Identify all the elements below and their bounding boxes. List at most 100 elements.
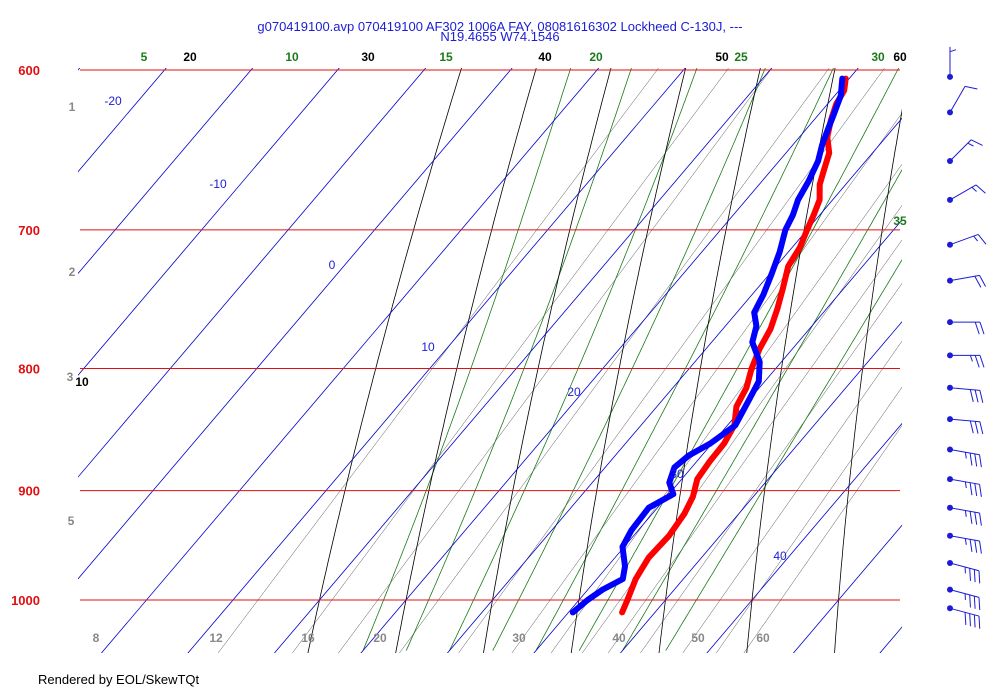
wind-barb-feather	[964, 612, 967, 625]
pressure-tick-label: 600	[18, 63, 40, 78]
wind-barb-feather	[969, 482, 973, 496]
moist-adiabat-label: 35	[893, 214, 907, 228]
moist-adiabat-label: 5	[141, 50, 148, 64]
isotherm-line	[619, 321, 902, 653]
mixing-ratio-lines	[217, 68, 902, 653]
chart-subtitle: N19.4655 W74.1546	[440, 29, 559, 44]
wind-barb-half-feather	[973, 235, 979, 242]
wind-barb	[947, 184, 986, 203]
wind-barb-feather	[970, 139, 983, 146]
mixing-ratio-line	[511, 112, 902, 653]
dry-adiabat-line	[307, 68, 462, 653]
wind-barb	[947, 446, 982, 468]
wind-barb-feather	[978, 616, 981, 629]
moist-adiabat-label: 30	[871, 50, 885, 64]
isotherm-line	[706, 422, 902, 653]
mixing-ratio-line	[607, 239, 902, 653]
temperature-trace	[619, 75, 849, 616]
isotherm-line	[78, 68, 340, 376]
dewpoint-trace	[569, 75, 846, 616]
wind-barb-feather	[973, 614, 976, 628]
isotherm-line	[100, 68, 600, 653]
wind-barbs	[947, 46, 987, 629]
wind-barb-staff	[949, 562, 980, 572]
isotherm-line	[792, 524, 902, 653]
isotherm-line	[78, 68, 513, 580]
isotherm-label: -10	[209, 177, 227, 191]
moist-adiabats	[362, 68, 902, 651]
wind-barb-feather	[964, 85, 978, 90]
mixing-ratio-label: 12	[209, 631, 223, 645]
mixing-ratio-label: 16	[301, 631, 315, 645]
isotherm-line	[446, 117, 902, 653]
wind-barb-staff	[949, 589, 980, 598]
altitude-label: 1	[69, 100, 76, 114]
mixing-ratio-label: 40	[612, 631, 626, 645]
wind-barb-half-feather	[964, 538, 967, 545]
dry-adiabat-line	[570, 68, 687, 653]
wind-barb-staff	[949, 607, 980, 617]
dry-adiabats	[307, 68, 902, 653]
wind-barb-staff	[949, 139, 972, 162]
wind-barb-feather	[974, 389, 979, 403]
wind-barb-feather	[974, 321, 980, 335]
wind-barb-half-feather	[967, 142, 974, 147]
mixing-ratio-line	[682, 340, 902, 653]
mixing-ratio-line	[217, 68, 659, 653]
isotherms	[0, 40, 902, 660]
moist-adiabat-label: 25	[734, 50, 748, 64]
wind-barb-half-feather	[971, 186, 977, 192]
mixing-ratio-line	[292, 68, 729, 653]
wind-barb	[947, 85, 978, 116]
wind-barb-staff	[949, 184, 977, 201]
wind-barb-half-feather	[964, 481, 967, 489]
isotherm-line	[879, 626, 902, 653]
mixing-ratio-line	[715, 386, 902, 653]
isotherm-line	[0, 40, 17, 660]
wind-barb-feather	[979, 512, 982, 526]
wind-barb	[947, 139, 983, 164]
chart-title: g070419100.avp 070419100 AF302 1006A FAY…	[257, 19, 742, 34]
mixing-ratio-label: 60	[756, 631, 770, 645]
wind-barb-feather	[969, 539, 973, 552]
wind-barb	[947, 476, 982, 497]
wind-barb-feather	[974, 540, 978, 553]
isotherm-line	[273, 68, 773, 653]
wind-barb-half-feather	[964, 510, 967, 517]
mixing-ratio-label: 30	[512, 631, 526, 645]
dry-adiabat-label: 20	[183, 50, 197, 64]
isotherm-line	[78, 68, 254, 275]
wind-barb-feather	[974, 512, 978, 525]
dry-adiabat-line	[395, 68, 537, 653]
mixing-ratio-line	[640, 282, 902, 653]
isotherm-line	[187, 68, 686, 653]
wind-barb-feather	[974, 483, 978, 497]
altitude-label: 3	[67, 370, 74, 384]
dry-adiabat-label: 60	[893, 50, 907, 64]
wind-barb-half-feather	[949, 49, 957, 53]
wind-barb-feather	[974, 421, 979, 434]
wind-barb-staff	[949, 418, 980, 423]
wind-barb-feather	[979, 275, 987, 287]
dry-adiabat-label: 10	[75, 375, 89, 389]
wind-barb-feather	[979, 454, 982, 468]
pressure-lines	[80, 69, 900, 601]
mixing-ratio-line	[338, 68, 773, 653]
dry-adiabat-line	[483, 68, 612, 653]
wind-barb-staff	[949, 478, 980, 485]
wind-barb-feather	[979, 421, 984, 435]
mixing-ratio-line	[458, 68, 885, 653]
pressure-tick-label: 1000	[11, 593, 40, 608]
moist-adiabat-line	[578, 68, 900, 651]
wind-barb	[947, 416, 984, 435]
wind-barb-feather	[969, 389, 974, 402]
pressure-tick-label: 700	[18, 223, 40, 238]
wind-barb-feather	[974, 453, 978, 467]
wind-barb-feather	[975, 184, 986, 194]
mixing-ratio-line	[399, 68, 830, 653]
wind-barb-feather	[979, 355, 985, 368]
isotherm-label: 10	[421, 340, 435, 354]
wind-barb-feather	[969, 511, 973, 524]
